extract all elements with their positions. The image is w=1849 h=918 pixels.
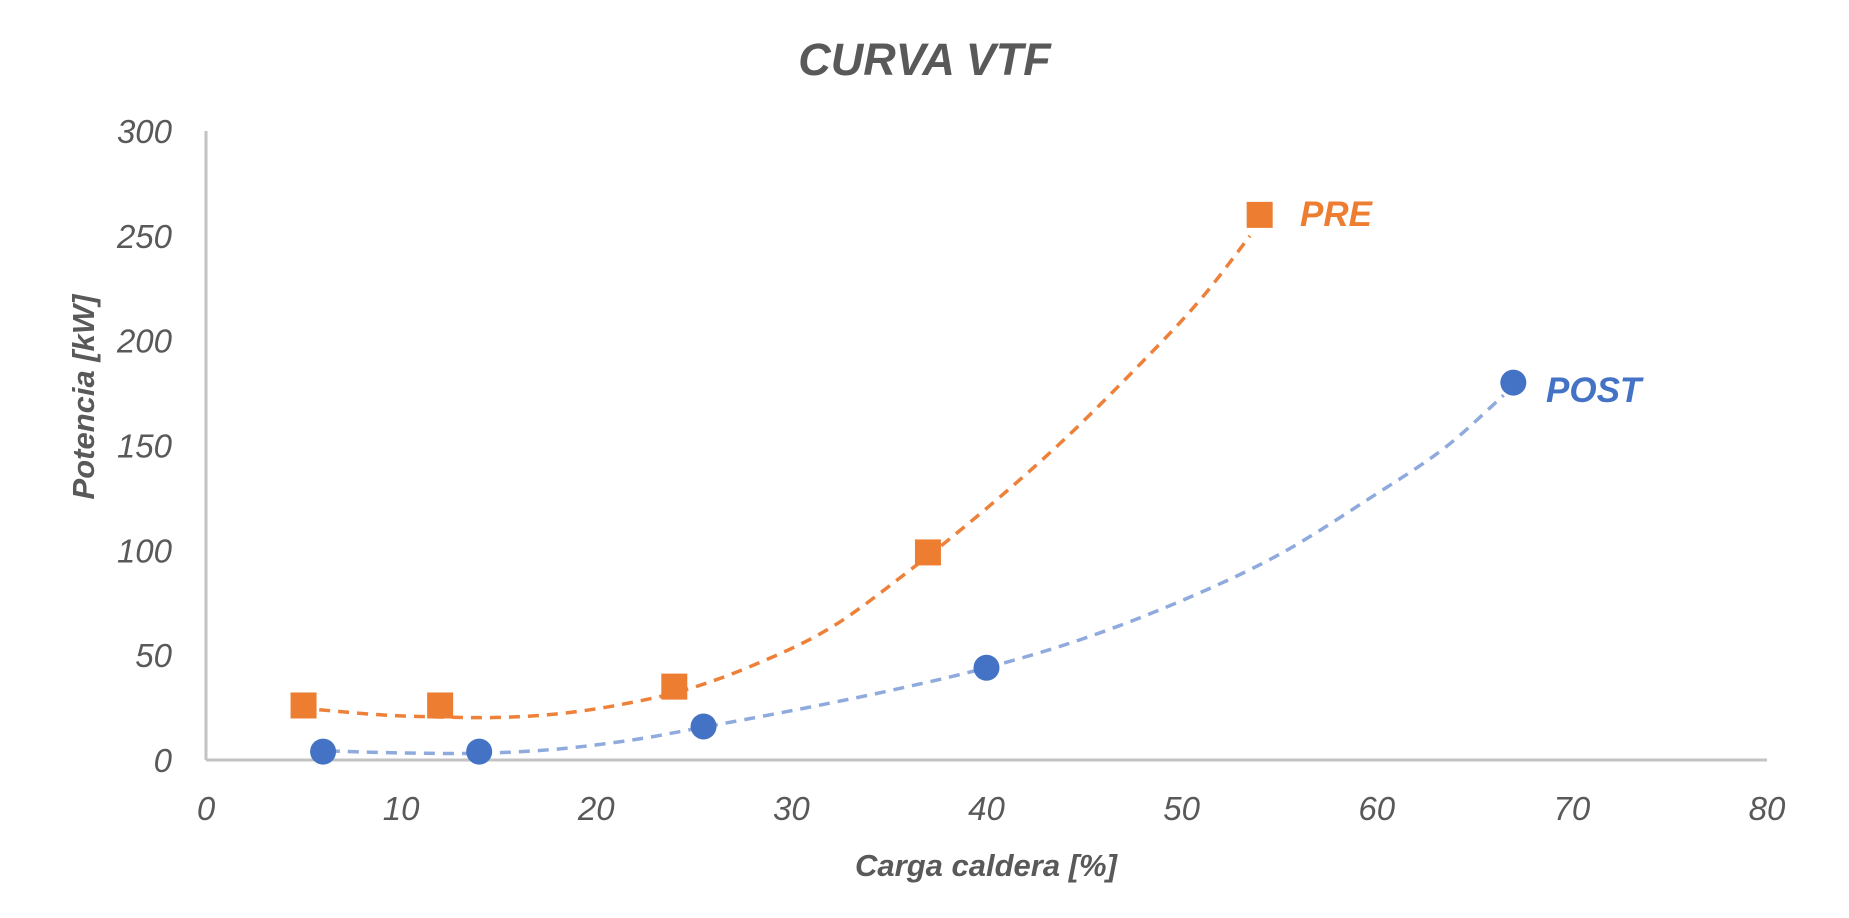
data-point-post: [690, 713, 717, 740]
x-tick-label: 80: [1749, 790, 1786, 827]
x-tick-label: 40: [968, 790, 1005, 827]
data-point-pre: [427, 692, 454, 719]
data-point-pre: [290, 692, 317, 719]
x-tick-label: 20: [577, 790, 615, 827]
y-tick-label: 150: [117, 428, 173, 465]
y-tick-label: 50: [135, 637, 172, 674]
data-point-post: [466, 738, 493, 765]
x-tick-label: 60: [1358, 790, 1395, 827]
chart-title: CURVA VTF: [798, 34, 1051, 85]
data-point-pre: [914, 539, 941, 566]
trendline-pre: [319, 234, 1252, 720]
y-tick-label: 200: [116, 323, 173, 360]
x-tick-label: 50: [1163, 790, 1200, 827]
x-tick-label: 70: [1554, 790, 1591, 827]
x-axis-title: Carga caldera [%]: [855, 848, 1117, 883]
y-tick-label: 100: [117, 532, 173, 569]
data-point-post: [973, 654, 1000, 681]
x-tick-label: 0: [197, 790, 216, 827]
data-point-post: [1500, 369, 1527, 396]
series-label-post: POST: [1546, 371, 1642, 410]
x-tick-label: 30: [773, 790, 810, 827]
y-tick-label: 250: [116, 218, 173, 255]
x-tick-label: 10: [383, 790, 420, 827]
trendline-post: [328, 393, 1505, 756]
data-point-pre: [661, 673, 688, 700]
data-point-post: [310, 738, 337, 765]
data-point-pre: [1246, 201, 1273, 228]
y-tick-label: 300: [117, 113, 173, 150]
series-label-pre: PRE: [1300, 195, 1372, 234]
y-tick-label: 0: [154, 742, 173, 779]
